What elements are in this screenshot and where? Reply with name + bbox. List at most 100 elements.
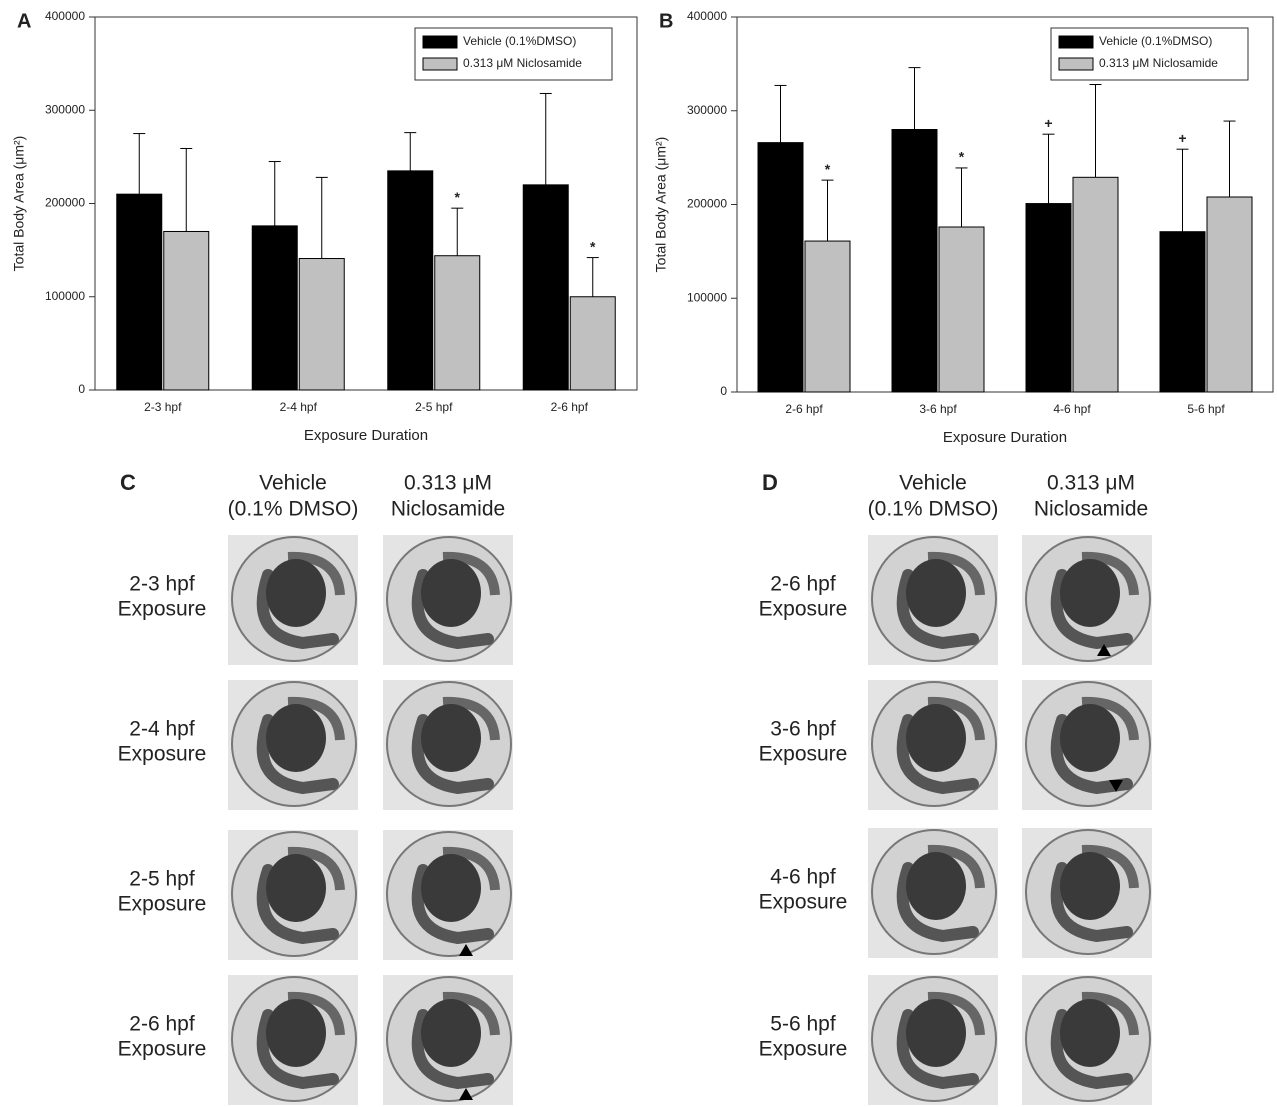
yolk bbox=[266, 704, 326, 772]
embryo-image bbox=[1022, 975, 1152, 1105]
x-tick-label: 2-3 hpf bbox=[144, 400, 182, 414]
embryo-image bbox=[1022, 828, 1152, 958]
embryo-image bbox=[228, 975, 358, 1105]
embryo-image bbox=[868, 828, 998, 958]
embryo-image bbox=[383, 680, 513, 810]
legend-label: Vehicle (0.1%DMSO) bbox=[1099, 34, 1212, 48]
y-tick-label: 200000 bbox=[687, 197, 727, 211]
row-label: Exposure bbox=[118, 743, 207, 766]
panel-letter: C bbox=[120, 470, 136, 495]
legend-swatch bbox=[1059, 36, 1093, 48]
yolk bbox=[1060, 704, 1120, 772]
column-header: 0.313 μM bbox=[1047, 472, 1135, 495]
legend-label: 0.313 μM Niclosamide bbox=[463, 56, 582, 70]
bar bbox=[892, 130, 937, 393]
row-label: 4-6 hpf bbox=[770, 866, 836, 889]
yolk bbox=[906, 704, 966, 772]
legend-label: 0.313 μM Niclosamide bbox=[1099, 56, 1218, 70]
y-tick-label: 0 bbox=[78, 382, 85, 396]
column-header: Niclosamide bbox=[1034, 498, 1148, 521]
bar bbox=[388, 171, 433, 390]
bar bbox=[252, 226, 297, 390]
x-axis-label: Exposure Duration bbox=[943, 429, 1067, 446]
row-label: Exposure bbox=[118, 893, 207, 916]
yolk bbox=[266, 559, 326, 627]
legend-label: Vehicle (0.1%DMSO) bbox=[463, 34, 576, 48]
bar bbox=[1073, 177, 1118, 392]
yolk bbox=[266, 854, 326, 922]
x-axis-label: Exposure Duration bbox=[304, 427, 428, 444]
yolk bbox=[421, 704, 481, 772]
yolk bbox=[266, 999, 326, 1067]
row-label: Exposure bbox=[759, 598, 848, 621]
row-label: 5-6 hpf bbox=[770, 1013, 836, 1036]
y-tick-label: 300000 bbox=[687, 103, 727, 117]
bar bbox=[523, 185, 568, 390]
significance-marker: * bbox=[825, 161, 831, 177]
yolk bbox=[1060, 559, 1120, 627]
embryo-image bbox=[228, 680, 358, 810]
embryo-image bbox=[383, 975, 513, 1105]
embryo-image bbox=[228, 830, 358, 960]
embryo-image bbox=[228, 535, 358, 665]
bar bbox=[117, 194, 162, 390]
yolk bbox=[906, 999, 966, 1067]
y-tick-label: 100000 bbox=[45, 289, 85, 303]
panel-letter: D bbox=[762, 470, 778, 495]
legend-swatch bbox=[1059, 58, 1093, 70]
x-tick-label: 2-6 hpf bbox=[551, 400, 589, 414]
row-label: Exposure bbox=[759, 1038, 848, 1061]
row-label: 2-4 hpf bbox=[129, 718, 195, 741]
column-header: (0.1% DMSO) bbox=[228, 498, 359, 521]
bar bbox=[1160, 232, 1205, 392]
bar bbox=[435, 256, 480, 390]
x-tick-label: 2-4 hpf bbox=[280, 400, 318, 414]
significance-marker: + bbox=[1044, 115, 1052, 131]
bar bbox=[570, 297, 615, 390]
y-tick-label: 0 bbox=[720, 384, 727, 398]
bar bbox=[758, 143, 803, 392]
panel-letter: A bbox=[17, 10, 31, 32]
y-tick-label: 200000 bbox=[45, 196, 85, 210]
column-header: 0.313 μM bbox=[404, 472, 492, 495]
row-label: 2-3 hpf bbox=[129, 573, 195, 596]
embryo-image bbox=[383, 830, 513, 960]
x-tick-label: 3-6 hpf bbox=[919, 402, 957, 416]
embryo-image bbox=[868, 975, 998, 1105]
y-axis-label: Total Body Area (μm²) bbox=[653, 137, 669, 273]
embryo-image bbox=[868, 680, 998, 810]
y-tick-label: 400000 bbox=[687, 9, 727, 23]
yolk bbox=[421, 854, 481, 922]
yolk bbox=[1060, 852, 1120, 920]
bar bbox=[1207, 197, 1252, 392]
yolk bbox=[1060, 999, 1120, 1067]
column-header: Vehicle bbox=[259, 472, 327, 495]
row-label: 3-6 hpf bbox=[770, 718, 836, 741]
bar bbox=[805, 241, 850, 392]
significance-marker: * bbox=[959, 149, 965, 165]
yolk bbox=[421, 999, 481, 1067]
panel-letter: B bbox=[659, 10, 673, 32]
bar bbox=[299, 259, 344, 390]
significance-marker: * bbox=[590, 238, 596, 254]
embryo-image bbox=[1022, 535, 1152, 665]
x-tick-label: 4-6 hpf bbox=[1053, 402, 1091, 416]
row-label: Exposure bbox=[118, 1038, 207, 1061]
yolk bbox=[421, 559, 481, 627]
row-label: 2-5 hpf bbox=[129, 868, 195, 891]
column-header: (0.1% DMSO) bbox=[868, 498, 999, 521]
yolk bbox=[906, 559, 966, 627]
bar bbox=[164, 231, 209, 390]
y-tick-label: 300000 bbox=[45, 102, 85, 116]
row-label: Exposure bbox=[118, 598, 207, 621]
embryo-image bbox=[383, 535, 513, 665]
row-label: 2-6 hpf bbox=[770, 573, 836, 596]
y-axis-label: Total Body Area (μm²) bbox=[11, 136, 27, 272]
y-tick-label: 400000 bbox=[45, 9, 85, 23]
x-tick-label: 2-6 hpf bbox=[785, 402, 823, 416]
figure: A 0 100000 200000 300000 400000 Total Body Are… bbox=[0, 0, 1277, 1107]
column-header: Niclosamide bbox=[391, 498, 505, 521]
y-tick-label: 100000 bbox=[687, 290, 727, 304]
legend-swatch bbox=[423, 58, 457, 70]
row-label: Exposure bbox=[759, 743, 848, 766]
